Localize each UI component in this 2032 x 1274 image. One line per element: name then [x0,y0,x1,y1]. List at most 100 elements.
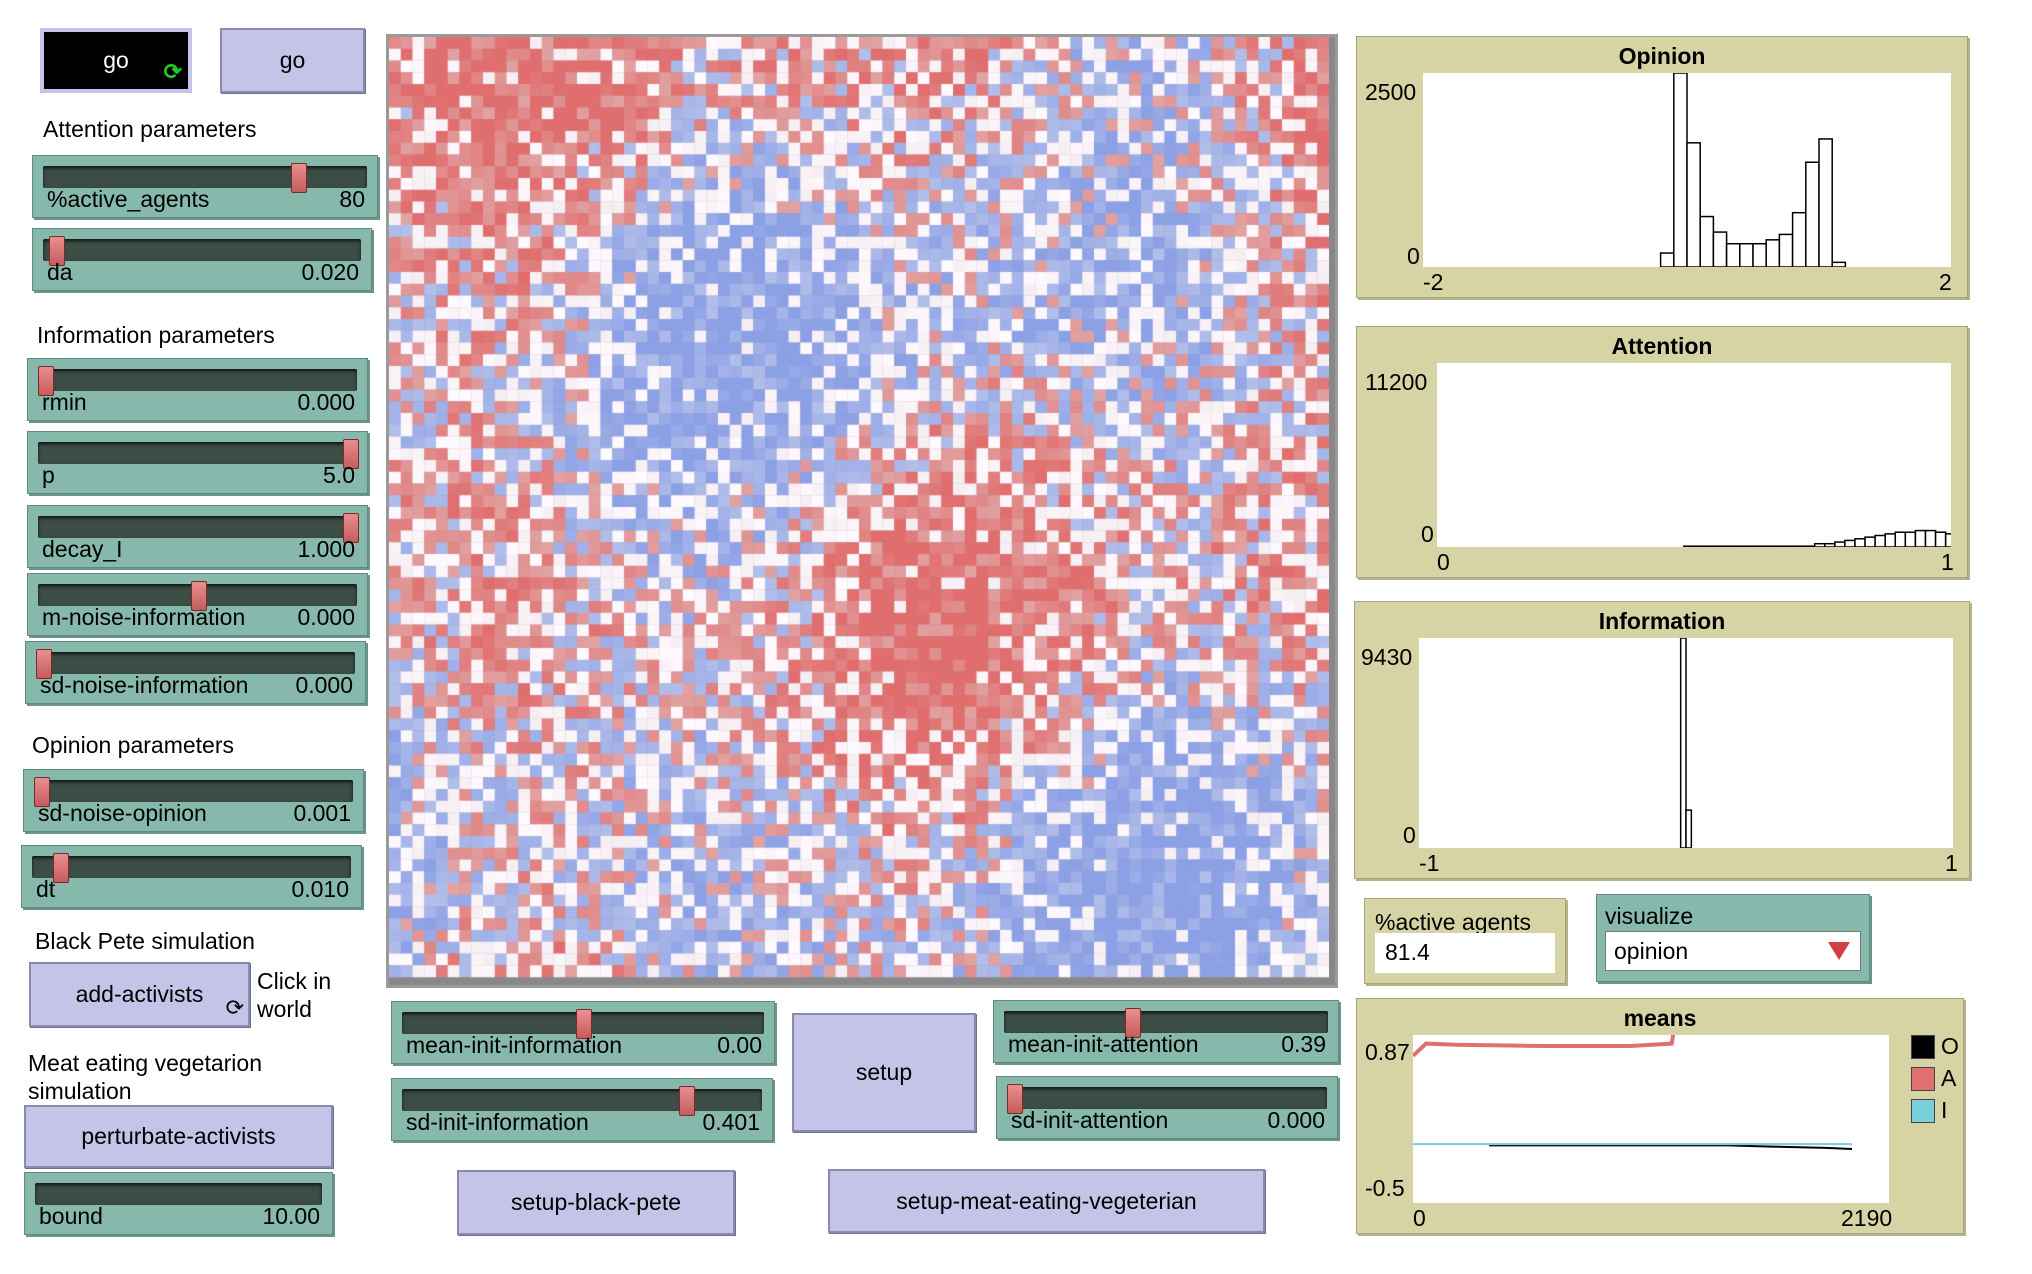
slider-active-agents[interactable]: %active_agents 80 [32,155,378,218]
slider-thumb[interactable] [38,366,54,396]
slider-name: p [42,462,55,488]
slider-track[interactable] [402,1009,764,1039]
slider-track[interactable] [38,366,357,396]
opinion-histogram [1659,72,1847,268]
slider-thumb[interactable] [343,513,359,543]
histogram-bar [1854,538,1866,548]
plot-title: means [1623,1005,1697,1031]
add-activists-button[interactable]: add-activists ⟳ [29,962,250,1027]
slider-rmin[interactable]: rmin 0.000 [27,358,368,421]
histogram-bar [1733,545,1745,548]
slider-sd-noise-opinion[interactable]: sd-noise-opinion 0.001 [23,769,364,832]
slider-track[interactable] [36,649,355,679]
histogram-bar [1673,72,1688,268]
slider-name: da [47,259,73,285]
black-pete-note: Black Pete simulation [35,928,255,954]
world-view[interactable] [386,34,1338,988]
slider-name: rmin [42,389,87,415]
setup-black-pete-button[interactable]: setup-black-pete [457,1170,735,1235]
legend-item-a: A [1911,1065,1956,1092]
slider-value: 10.00 [262,1203,320,1229]
slider-track[interactable] [38,581,357,611]
slider-thumb[interactable] [34,777,50,807]
slider-thumb[interactable] [291,163,307,193]
histogram-bar [1753,545,1766,548]
legend-swatch [1911,1098,1935,1123]
slider-name: sd-init-information [406,1109,589,1135]
y-tick-min: 0 [1421,521,1434,547]
slider-name: bound [39,1203,103,1229]
slider-value: 0.000 [297,604,355,630]
slider-thumb[interactable] [576,1009,592,1039]
slider-track[interactable] [402,1086,762,1116]
slider-track[interactable] [43,236,361,266]
slider-thumb[interactable] [343,439,359,469]
slider-name: mean-init-attention [1008,1031,1199,1057]
slider-mean-init-attention[interactable]: mean-init-attention 0.39 [993,1000,1339,1063]
meat-note-line1: Meat eating vegetarion [28,1050,262,1076]
legend-swatch [1911,1066,1935,1091]
world-canvas[interactable] [389,37,1329,979]
slider-name: sd-init-attention [1011,1107,1169,1133]
slider-track[interactable] [1007,1084,1327,1114]
slider-sd-init-information[interactable]: sd-init-information 0.401 [391,1078,773,1141]
slider-thumb[interactable] [1007,1084,1023,1114]
chooser-visualize[interactable]: visualize opinion [1596,894,1870,982]
y-tick-min: -0.5 [1365,1175,1405,1201]
slider-decay-i[interactable]: decay_I 1.000 [27,505,368,568]
y-tick-max: 2500 [1365,79,1417,105]
forever-icon: ⟳ [163,59,182,84]
add-activists-label: add-activists [75,981,204,1007]
histogram-bar [1894,531,1907,548]
slider-mean-init-information[interactable]: mean-init-information 0.00 [391,1001,775,1064]
slider-thumb[interactable] [190,581,207,611]
histogram-bar [1791,211,1807,268]
histogram-bar [1944,533,1957,548]
slider-track[interactable] [32,853,351,883]
setup-button[interactable]: setup [792,1013,976,1132]
perturbate-activists-label: perturbate-activists [81,1123,276,1149]
slider-sd-init-attention[interactable]: sd-init-attention 0.000 [996,1076,1338,1139]
legend-label: O [1941,1033,1959,1059]
chevron-down-icon[interactable] [1828,942,1850,960]
slider-thumb[interactable] [678,1086,695,1116]
slider-track[interactable] [1004,1008,1328,1038]
y-tick-min: 0 [1407,243,1420,269]
histogram-bar [1685,809,1693,849]
slider-p[interactable]: p 5.0 [27,431,368,494]
slider-track[interactable] [38,439,359,469]
slider-thumb[interactable] [53,853,70,883]
slider-track[interactable] [43,163,367,193]
slider-thumb[interactable] [49,236,66,266]
legend-item-i: I [1911,1097,1947,1124]
histogram-bar [1884,533,1897,548]
slider-track[interactable] [38,513,359,543]
histogram-bar [1818,138,1833,268]
setup-meat-eating-vegeterian-button[interactable]: setup-meat-eating-vegeterian [828,1169,1265,1233]
slider-thumb[interactable] [1124,1008,1141,1038]
slider-m-noise-information[interactable]: m-noise-information 0.000 [27,573,368,636]
slider-track[interactable] [35,1183,322,1205]
perturbate-activists-button[interactable]: perturbate-activists [24,1105,333,1168]
chooser-value[interactable]: opinion [1605,931,1861,971]
histogram-bar [1725,242,1741,268]
histogram-bar [1686,142,1701,268]
histogram-bar [1659,252,1675,268]
slider-name: mean-init-information [406,1032,623,1058]
legend-item-o: O [1911,1033,1959,1060]
attention-params-note: Attention parameters [43,116,257,142]
legend-swatch [1911,1034,1935,1059]
x-tick-min: 0 [1437,549,1450,575]
slider-sd-noise-information[interactable]: sd-noise-information 0.000 [25,641,366,704]
legend-label: I [1941,1097,1948,1123]
slider-da[interactable]: da 0.020 [32,228,372,291]
slider-thumb[interactable] [36,649,52,679]
go-forever-button[interactable]: go ⟳ [40,28,192,93]
slider-dt[interactable]: dt 0.010 [21,845,362,908]
go-once-button[interactable]: go [220,28,365,93]
histogram-bar [1713,545,1725,548]
slider-bound[interactable]: bound 10.00 [24,1172,333,1235]
slider-track[interactable] [34,777,353,807]
slider-value: 0.39 [1281,1031,1326,1057]
x-tick-min: -1 [1419,850,1440,876]
